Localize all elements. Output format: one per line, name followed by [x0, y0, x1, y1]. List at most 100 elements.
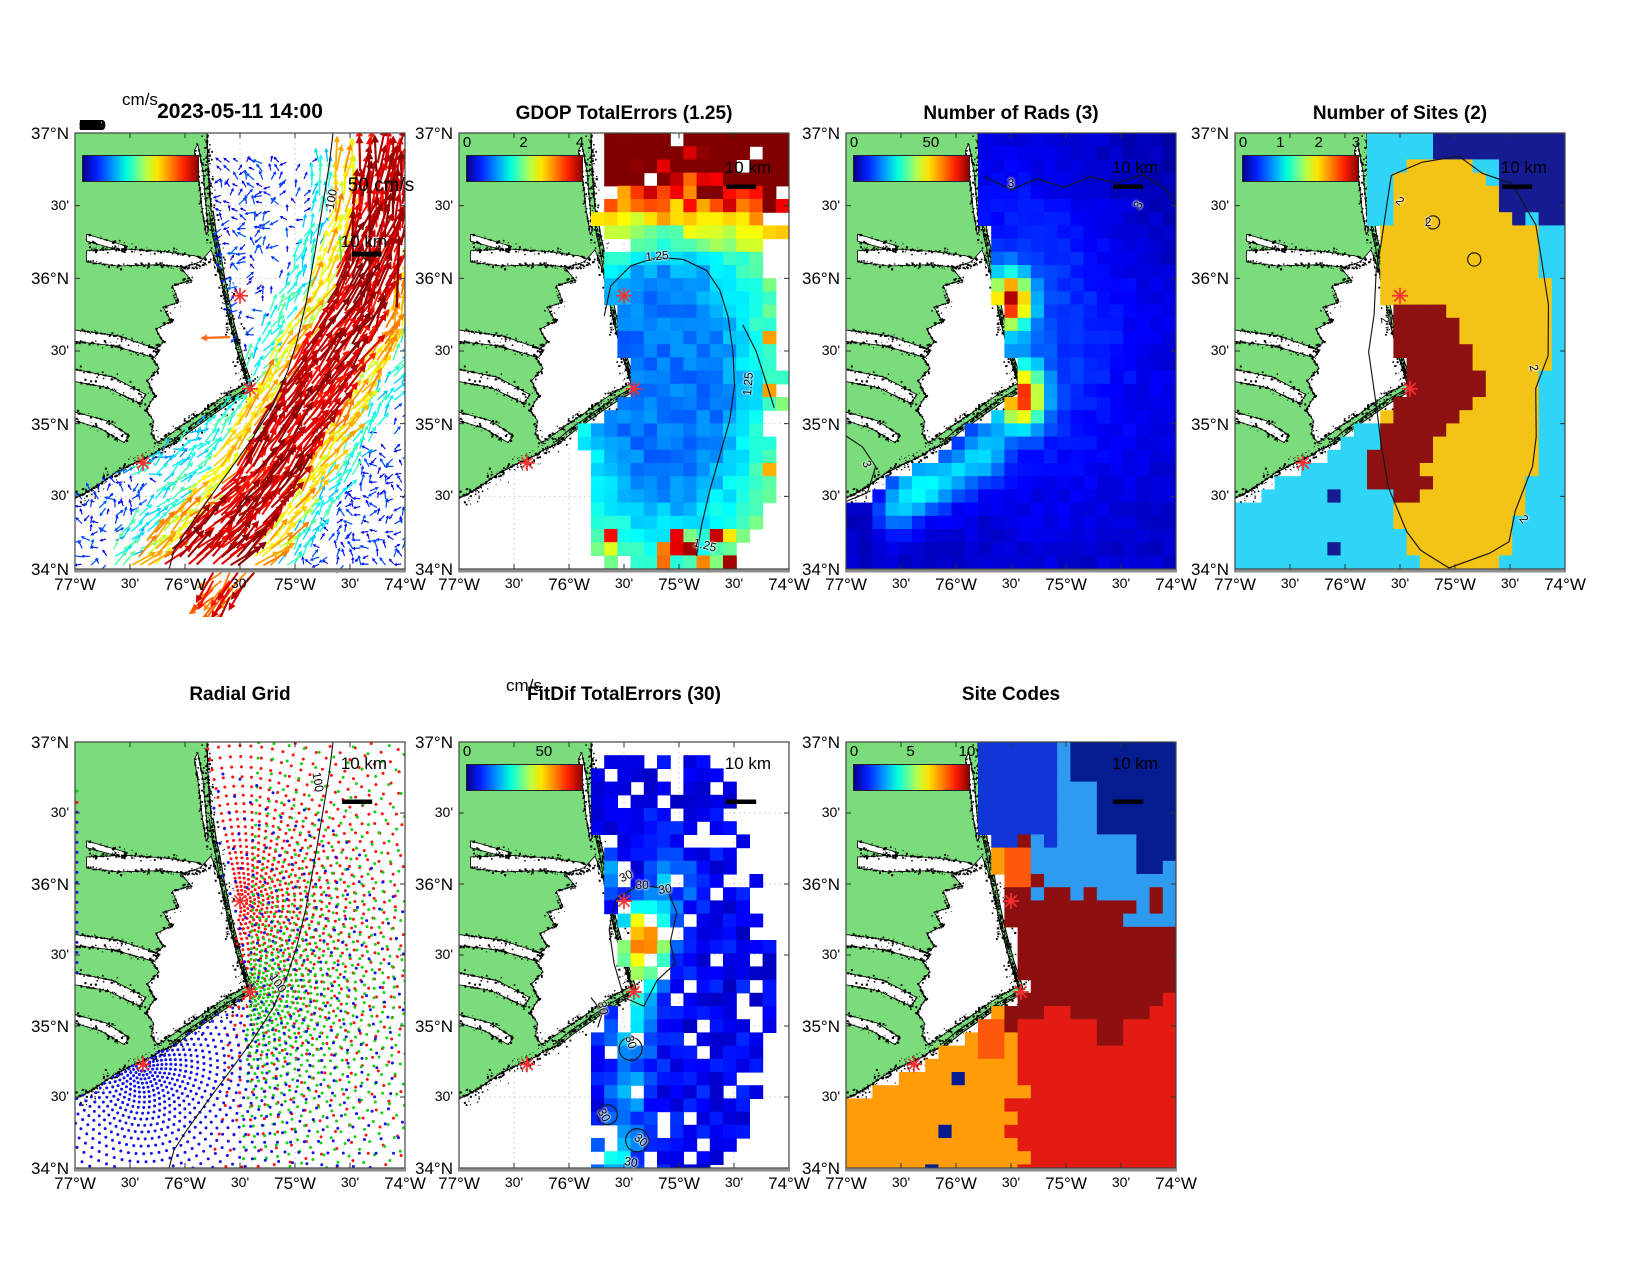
scale-bar-label: 10 km — [724, 754, 772, 773]
lat-tick-label: 34°N — [802, 560, 840, 579]
lon-tick-label: 75°W — [658, 575, 700, 594]
lat-tick-label: 30' — [434, 946, 453, 962]
lon-tick-label: 75°W — [274, 575, 316, 594]
colorbar — [853, 764, 970, 791]
panel-fitdif-total-errors: FitDif TotalErrors (30) cm/s 37°N 77°W 30'… — [401, 672, 810, 1226]
lon-tick-label: 76°W — [164, 1174, 206, 1193]
lat-tick-label: 30' — [821, 487, 840, 504]
radial-grid-map — [17, 672, 415, 1226]
colorbar — [466, 764, 583, 791]
lat-tick-label: 35°N — [802, 1017, 840, 1036]
scale-bar-label: 10 km — [340, 232, 388, 251]
contour-label: 3 — [1007, 176, 1015, 191]
lat-tick-label: 37°N — [802, 733, 840, 752]
lon-tick-label: 30' — [1500, 575, 1520, 591]
lat-tick-label: 36°N — [31, 269, 69, 289]
lat-tick-label: 30' — [434, 196, 453, 213]
lon-tick-label: 75°W — [1045, 575, 1087, 594]
lat-tick-label: 36°N — [802, 269, 840, 289]
contour-label: 30 — [635, 877, 649, 892]
contour-label: 2 — [1424, 215, 1432, 230]
lat-tick-label: 30' — [434, 804, 453, 820]
lat-tick-label: 36°N — [802, 875, 840, 894]
colorbar-tick-label: 0 — [462, 743, 472, 760]
lon-tick-label: 30' — [891, 1174, 911, 1190]
lon-tick-label: 77°W — [54, 575, 96, 594]
lon-tick-label: 74°W — [1544, 575, 1586, 594]
lon-tick-label: 77°W — [825, 575, 867, 594]
panel-number-of-sites: Number of Sites (2) 37°N 77°W 30' 30' 36°N 76… — [1177, 63, 1586, 627]
colorbar-tick-labels-overlapped: 0 5 10 15 20 25 30 35 40 45 50 — [79, 117, 105, 134]
lon-tick-label: 74°W — [1155, 575, 1197, 594]
lon-tick-label: 30' — [1111, 1174, 1131, 1190]
lon-tick-label: 30' — [230, 1174, 250, 1190]
scale-bar-label: 10 km — [340, 754, 388, 773]
lat-tick-label: 35°N — [1191, 414, 1229, 434]
lon-tick-label: 30' — [891, 575, 911, 591]
colorbar-tick-label: 5 — [906, 743, 915, 760]
lon-tick-label: 77°W — [438, 1174, 480, 1193]
colorbar — [466, 155, 583, 182]
lon-tick-label: 77°W — [54, 1174, 96, 1193]
lat-tick-label: 30' — [1210, 196, 1229, 213]
lon-tick-label: 30' — [504, 575, 524, 591]
lat-tick-label: 30' — [50, 487, 69, 504]
colorbar-tick-label: 1 — [1276, 134, 1285, 151]
lon-tick-label: 30' — [120, 1174, 140, 1190]
lat-tick-label: 37°N — [802, 124, 840, 143]
scale-bar-label: 10 km — [1500, 158, 1548, 177]
colorbar — [853, 155, 970, 182]
colorbar-units-label: cm/s — [122, 90, 158, 109]
lon-tick-label: 74°W — [1155, 1174, 1197, 1193]
lat-tick-label: 36°N — [31, 875, 69, 894]
total-vectors-map — [17, 63, 415, 627]
colorbar-tick-label: 2 — [1314, 134, 1323, 151]
lat-tick-label: 36°N — [1191, 269, 1229, 289]
lon-tick-label: 75°W — [1045, 1174, 1087, 1193]
lon-tick-label: 75°W — [1434, 575, 1476, 594]
lon-tick-label: 30' — [724, 1174, 744, 1190]
colorbar-tick-label: 50 — [922, 134, 940, 151]
lon-tick-label: 76°W — [935, 575, 977, 594]
colorbar-tick-label: 0 — [462, 134, 472, 151]
gdop-map — [401, 63, 799, 627]
scale-bar-label: 10 km — [724, 158, 772, 177]
lon-tick-label: 30' — [1001, 1174, 1021, 1190]
panel-site-codes: Site Codes 37°N 77°W 30' 30' 36°N 76°W 30' 30' 3… — [788, 672, 1197, 1226]
lat-tick-label: 36°N — [415, 269, 453, 289]
number-of-rads-map — [788, 63, 1186, 627]
colorbar-tick-label: 0 — [849, 743, 859, 760]
lat-tick-label: 30' — [821, 342, 840, 358]
lat-tick-label: 30' — [434, 1088, 453, 1104]
lon-tick-label: 30' — [120, 575, 140, 591]
lat-tick-label: 30' — [821, 804, 840, 820]
lat-tick-label: 34°N — [802, 1159, 840, 1178]
lat-tick-label: 35°N — [31, 414, 69, 434]
lat-tick-label: 35°N — [415, 414, 453, 434]
panel-radial-grid: Radial Grid 37°N 77°W 30' 30' 36°N 76°W 30' 30'… — [17, 672, 426, 1226]
colorbar — [82, 155, 199, 182]
lat-tick-label: 34°N — [31, 1159, 69, 1178]
lat-tick-label: 36°N — [415, 875, 453, 894]
lat-tick-label: 37°N — [1191, 124, 1229, 143]
colorbar-tick-label: 4 — [575, 134, 585, 151]
lat-tick-label: 30' — [50, 1088, 69, 1104]
lat-tick-label: 30' — [1210, 487, 1229, 504]
lon-tick-label: 30' — [230, 575, 250, 591]
colorbar-tick-label: 3 — [1351, 134, 1361, 151]
lon-tick-label: 76°W — [164, 575, 206, 594]
colorbar-units-label: cm/s — [506, 676, 542, 695]
scale-bar-label: 10 km — [1111, 158, 1159, 177]
contour-label: 1.25 — [644, 247, 670, 264]
lat-tick-label: 34°N — [1191, 560, 1229, 579]
panel-gdop-total-errors: GDOP TotalErrors (1.25) 37°N 77°W 30' 30' 36… — [401, 63, 810, 627]
panel-title: Radial Grid — [189, 684, 291, 705]
lat-tick-label: 37°N — [31, 124, 69, 143]
lon-tick-label: 74°W — [384, 1174, 426, 1193]
contour-label: 30 — [622, 1153, 639, 1170]
lat-tick-label: 35°N — [802, 414, 840, 434]
lat-tick-label: 37°N — [415, 733, 453, 752]
panel-title: 2023-05-11 14:00 — [157, 100, 323, 123]
contour-label: 30 — [594, 1000, 611, 1017]
lat-tick-label: 35°N — [31, 1017, 69, 1036]
